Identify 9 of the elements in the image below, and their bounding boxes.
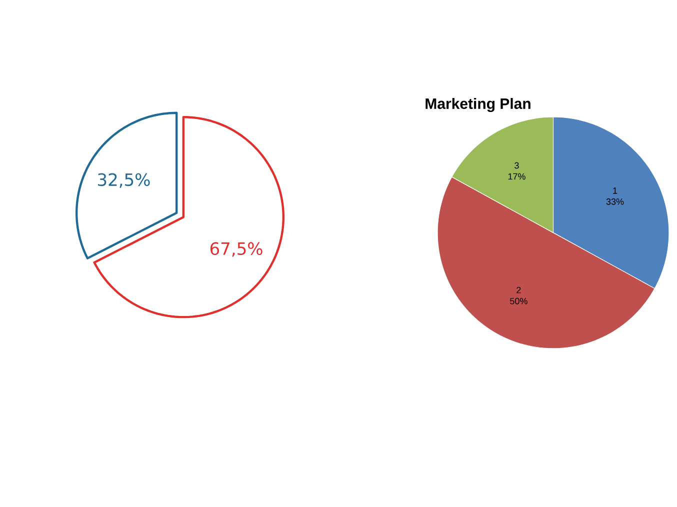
slice-label: 1 xyxy=(613,188,618,194)
data-label: 17% xyxy=(508,173,526,180)
data-label: 32,5% xyxy=(98,173,150,188)
slice-label: 3 xyxy=(514,162,519,169)
chart-title: Marketing Plan xyxy=(426,98,530,112)
data-label: 67,5% xyxy=(210,242,262,257)
slice-label: 2 xyxy=(516,286,521,294)
data-label: 33% xyxy=(606,198,624,205)
data-label: 50% xyxy=(510,298,528,304)
